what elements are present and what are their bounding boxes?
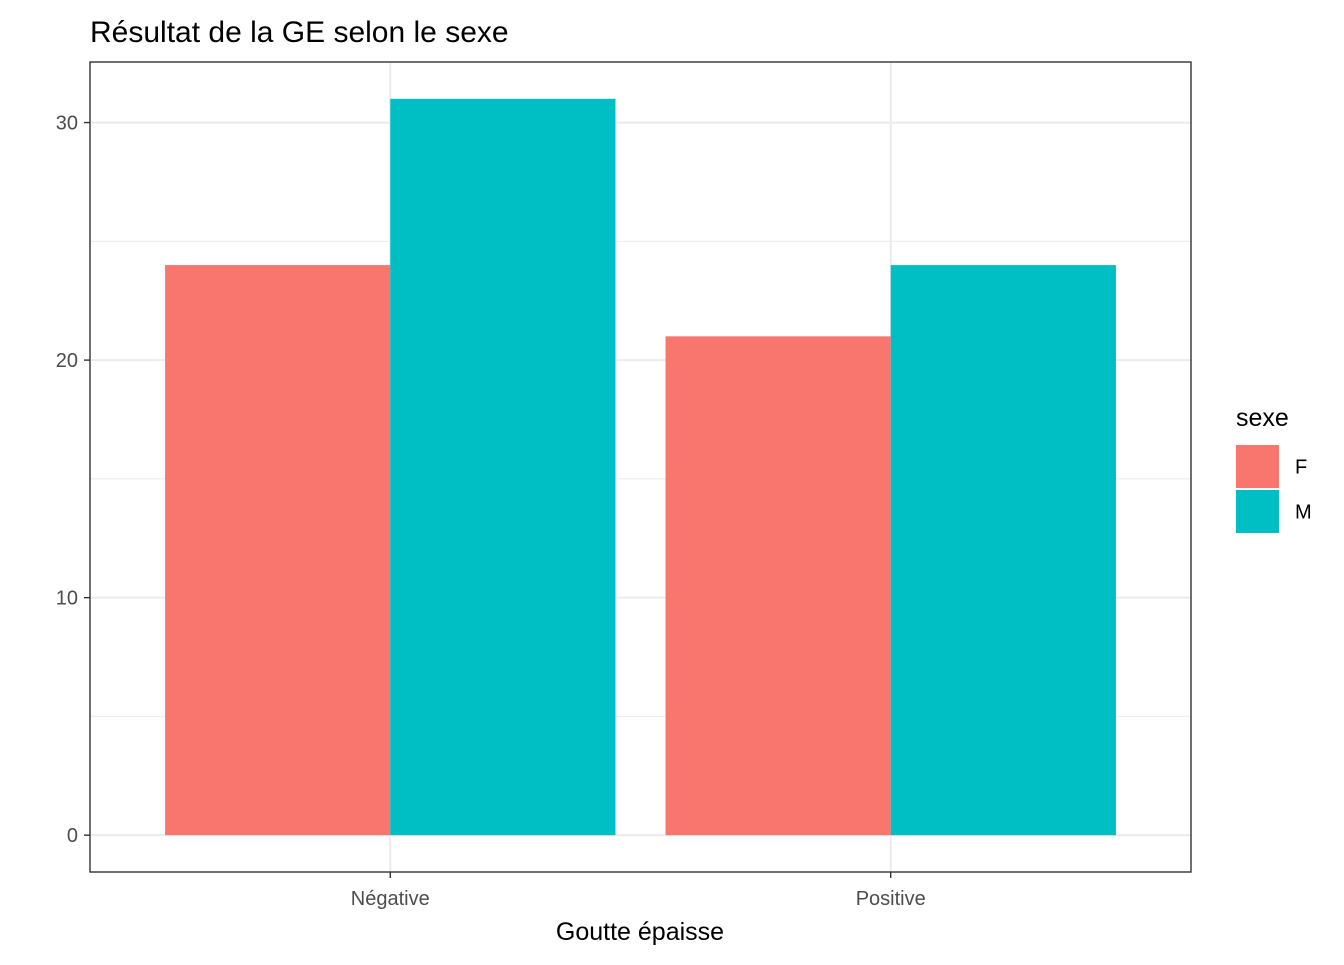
plot-panel [89, 61, 1192, 873]
chart-title: Résultat de la GE selon le sexe [90, 16, 509, 49]
y-tick-label: 10 [56, 588, 78, 610]
x-axis: Négative Positive [351, 872, 926, 910]
legend-title: sexe [1236, 404, 1289, 432]
bar-f-2 [665, 336, 891, 836]
bars [165, 98, 1116, 836]
x-tick-label: Positive [856, 888, 926, 910]
y-tick-label: 20 [56, 350, 78, 372]
legend-items: FM [1236, 445, 1312, 533]
legend-label-m: M [1295, 502, 1312, 524]
y-tick-label: 30 [56, 113, 78, 135]
y-tick-label: 0 [67, 825, 78, 847]
bar-m-2 [890, 265, 1116, 836]
bar-m-1 [390, 98, 616, 836]
y-axis: 0 10 20 30 [56, 113, 90, 847]
legend: sexe FM [1236, 404, 1312, 533]
x-tick-label: Négative [351, 888, 430, 910]
bar-f-1 [165, 265, 391, 836]
panel-border [89, 61, 1192, 873]
legend-key-m [1236, 490, 1279, 533]
x-axis-title: Goutte épaisse [556, 918, 724, 946]
legend-label-f: F [1295, 457, 1307, 479]
legend-key-f [1236, 445, 1279, 488]
